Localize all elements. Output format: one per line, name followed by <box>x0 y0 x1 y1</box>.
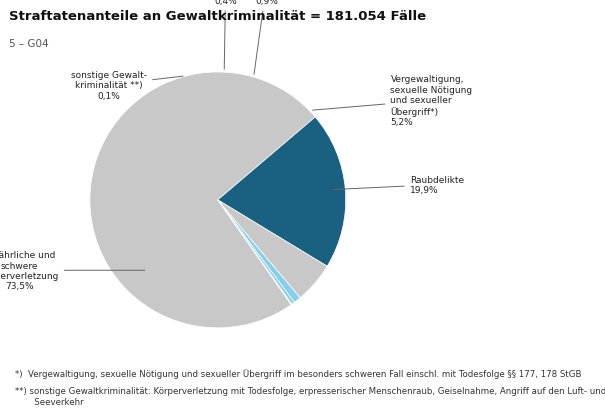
Wedge shape <box>218 200 300 303</box>
Text: sonstige Gewalt-
kriminalität **)
0,1%: sonstige Gewalt- kriminalität **) 0,1% <box>71 71 183 101</box>
Text: Straftatenanteile an Gewaltkriminalität = 181.054 Fälle: Straftatenanteile an Gewaltkriminalität … <box>9 10 426 23</box>
Text: Raubdelikte
19,9%: Raubdelikte 19,9% <box>333 175 464 195</box>
Text: gefährliche und
schwere
Körperverletzung
73,5%: gefährliche und schwere Körperverletzung… <box>0 251 145 291</box>
Wedge shape <box>218 200 327 298</box>
Text: **) sonstige Gewaltkriminalität: Körperverletzung mit Todesfolge, erpresserische: **) sonstige Gewaltkriminalität: Körperv… <box>15 387 605 406</box>
Text: 5 – G04: 5 – G04 <box>9 39 48 49</box>
Wedge shape <box>218 118 345 267</box>
Text: Totschlag und
Tötung auf
Verlangen
0,9%: Totschlag und Tötung auf Verlangen 0,9% <box>235 0 298 75</box>
Wedge shape <box>218 200 292 305</box>
Text: *)  Vergewaltigung, sexuelle Nötigung und sexueller Übergriff im besonders schwe: *) Vergewaltigung, sexuelle Nötigung und… <box>15 368 581 378</box>
Text: Mord
0,4%: Mord 0,4% <box>214 0 237 70</box>
Wedge shape <box>218 200 295 304</box>
Text: Vergewaltigung,
sexuelle Nötigung
und sexueller
Übergriff*)
5,2%: Vergewaltigung, sexuelle Nötigung und se… <box>313 75 473 127</box>
Wedge shape <box>90 73 315 328</box>
